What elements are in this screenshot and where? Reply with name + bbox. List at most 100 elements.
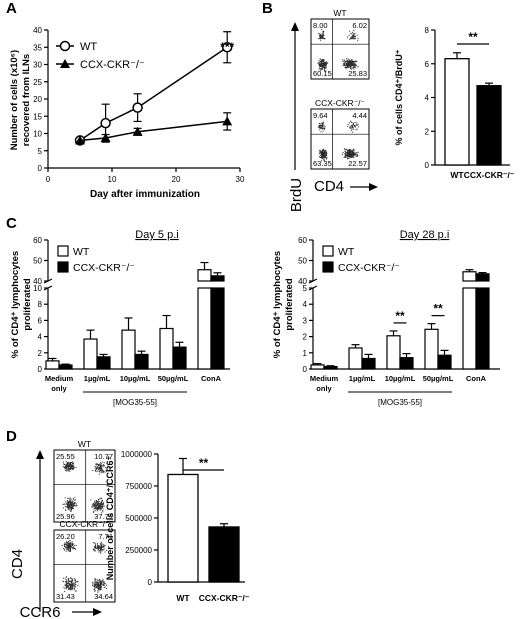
b-category-label-1: CCX-CKR⁻/⁻ [464,170,515,180]
b-flow-dot [350,125,352,127]
b-flow-dot [322,151,324,153]
d-flow-dot [73,505,75,507]
b-flow-dot [356,34,358,36]
b-flow-dot [350,63,352,65]
d-flow-dot [62,580,64,582]
b-flow-dot [326,63,328,65]
c5-category-label-0a: Medium [45,374,74,383]
b-flow-dot [348,63,350,65]
c28-title: Day 28 p.i [400,229,450,241]
b-flow-dot [350,36,352,38]
d-flow-dot [96,510,98,512]
d-flow-dot [64,465,66,467]
d-flow-dot [104,471,106,473]
b-flow-dot [353,149,355,151]
c28-bar-lower-1-4 [475,287,490,370]
b-flow-dot [324,151,326,153]
b-flow-dot [347,154,349,156]
b-flow-dot [322,153,324,155]
d-flow-dot [69,551,71,553]
d-flow-dot [69,544,71,546]
b-flow-dot [325,157,327,159]
b-flow-dot [317,62,319,64]
b-flow-dot [346,64,348,66]
d-flow-dot [67,506,69,508]
d-flow-dot [98,545,100,547]
d-flow-dot [70,578,72,580]
d-flow-dot [65,584,67,586]
d-flow-dot [100,586,102,588]
c5-y-axis-label-line2: proliferated [22,278,33,330]
b-flow-dot [322,157,324,159]
d-flow-dot [100,463,102,465]
d-flow-dot [67,470,69,472]
d-flow-dot [67,584,69,586]
b-flow-dot [320,29,322,31]
b-flow-dot [353,62,355,64]
b-flow-dot [354,66,356,68]
d-flow-dot [93,542,95,544]
d-flow-dot [65,579,67,581]
b-flow-dot [320,39,322,41]
b-flow-dot [353,125,355,127]
b-flow-dot [346,152,348,154]
d-flow-dot [102,579,104,581]
d-flow-dot [98,585,100,587]
c5-y-lower-tick-label: 0 [38,365,43,374]
b-flow-dot [351,125,353,127]
b-flow-dot [320,155,322,157]
d-flow-dot [97,503,99,505]
d-flow-dot [94,582,96,584]
c28-bar-0-0 [310,364,325,370]
d-flow-dot [70,577,72,579]
d-flow-dot [105,549,107,551]
b-flow-dot [349,155,351,157]
b-flow-dot [324,38,326,40]
b-flow-dot [349,60,351,62]
d-flow-dot [63,466,65,468]
d-flow-dot [94,542,96,544]
d-flow-dot [100,543,102,545]
c5-y-upper-tick-label: 50 [33,257,42,266]
d-flow-dot [63,464,65,466]
d-flow-dot [75,590,77,592]
b-flow-dot [347,150,349,152]
c5-category-label-1: 1µg/mL [84,374,111,383]
a-y-axis-label-line1: Number of cells (x10⁶) [9,50,20,150]
d-flow-dot [64,497,66,499]
b-flow-dot [351,31,353,33]
b-flow-dot [323,128,325,130]
d-flow-dot [67,500,69,502]
d-flow-dot [98,589,100,591]
b-flow-dot [324,153,326,155]
c28-bar-lower-0-4 [462,287,477,370]
d-flow-dot [66,503,68,505]
d-flow-dot [98,546,100,548]
b-flow-dot [321,126,323,128]
d-flow-dot [96,580,98,582]
d-flow-dot [72,503,74,505]
a-point-wt [100,117,111,129]
d-flow-dot [96,583,98,585]
b-flow-dot [348,157,350,159]
b-flow-dot [347,152,349,154]
d-flow-dot [95,506,97,508]
d-flow-dot [75,467,77,469]
c28-legend-swatch-wt [322,245,334,257]
b-flow-dot [356,128,358,130]
b-flow-dot [347,124,349,126]
d-flow-dot [94,589,96,591]
c28-dose-bracket-label: [MOG35-55] [378,398,422,407]
d-flow-dot [71,545,73,547]
b-flow-dot [351,62,353,64]
b-flow-dot [352,131,354,133]
d-flow-dot [71,508,73,510]
b-flow-dot [354,152,356,154]
b-flow-dot [326,158,328,160]
b-flow-dot [321,63,323,65]
b-flow-dot [352,62,354,64]
b-y-tick-label: 2 [425,127,430,136]
b-flow-dot [345,152,347,154]
d-flow-dot [70,462,72,464]
b-flow-dot [349,37,351,39]
